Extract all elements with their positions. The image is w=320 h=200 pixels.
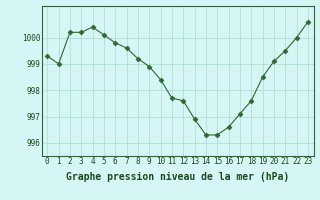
X-axis label: Graphe pression niveau de la mer (hPa): Graphe pression niveau de la mer (hPa): [66, 172, 289, 182]
